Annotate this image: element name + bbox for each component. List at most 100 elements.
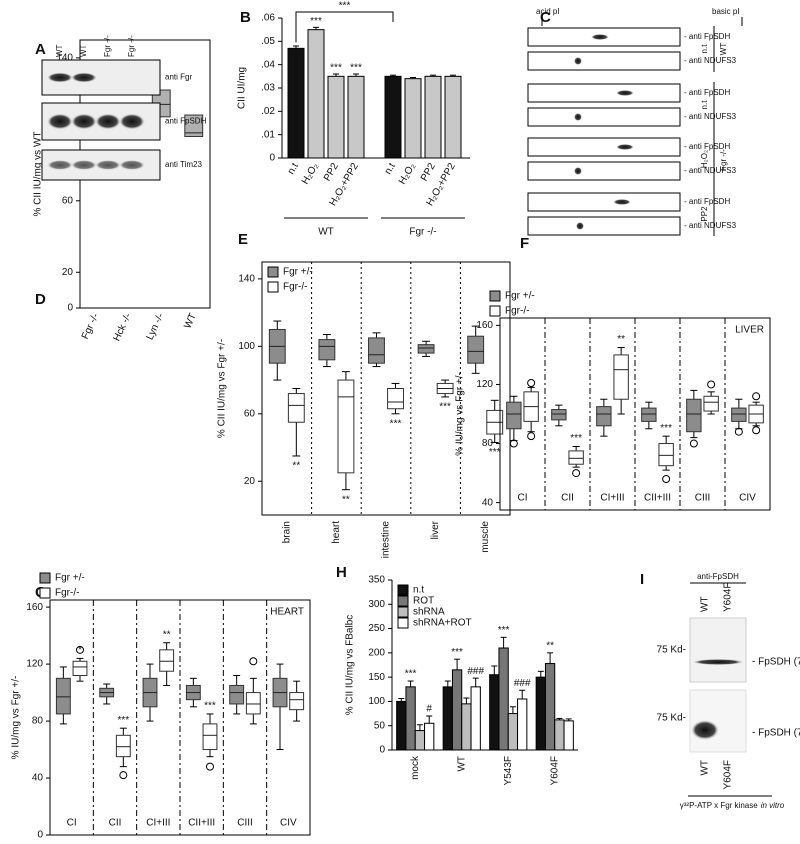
y-tick-label: 40 — [32, 773, 44, 784]
panel-label: H — [336, 564, 347, 581]
y-tick-label: 120 — [26, 659, 43, 670]
bar — [405, 686, 416, 751]
probe-label: - anti FpSDH — [684, 88, 730, 97]
bar — [424, 75, 442, 159]
x-tick-label: heart — [331, 521, 342, 544]
y-tick-label: 50 — [374, 720, 386, 731]
x-tick-label: PP2 — [322, 161, 341, 183]
bar — [396, 700, 407, 751]
legend-swatch — [397, 595, 409, 607]
bar — [404, 78, 422, 159]
box — [318, 339, 336, 361]
y-tick-label: .03 — [261, 83, 275, 94]
marker-label: 75 Kd- — [657, 645, 686, 656]
bar — [544, 663, 556, 751]
lane-label: Fgr -/- — [127, 35, 136, 57]
y-tick-label: 200 — [368, 647, 385, 658]
legend-label: ROT — [413, 596, 434, 607]
x-tick-label: CI+III — [146, 818, 170, 829]
significance: ### — [467, 666, 484, 677]
box — [596, 406, 612, 427]
bar — [470, 686, 481, 751]
significance: *** — [439, 402, 451, 413]
panel-label: C — [540, 9, 551, 26]
panel-label: D — [35, 291, 46, 308]
band — [47, 160, 73, 170]
box — [641, 407, 657, 422]
x-tick-label: H₂O₂ — [300, 161, 321, 186]
band — [119, 160, 145, 170]
bar — [461, 703, 472, 751]
probe-label: - anti NDUFS3 — [684, 166, 737, 175]
x-tick-label: brain — [281, 521, 292, 543]
significance: *** — [570, 433, 582, 444]
y-tick-label: 20 — [62, 267, 74, 278]
bar — [517, 698, 528, 751]
box — [551, 409, 567, 421]
legend-swatch — [397, 606, 409, 618]
band — [95, 113, 121, 130]
row-label: anti Fgr — [165, 73, 192, 82]
band-label: - FpSDH (70Kd) — [752, 657, 800, 668]
box — [467, 335, 485, 364]
box — [159, 649, 175, 672]
treatment-label: n.t — [700, 44, 709, 54]
outlier — [662, 474, 671, 483]
y-tick-label: 100 — [238, 341, 255, 352]
y-tick-label: 60 — [62, 195, 74, 206]
x-tick-label: CIII — [237, 818, 253, 829]
bar — [384, 75, 402, 159]
lane-label: WT — [700, 596, 711, 612]
x-tick-label: intestine — [381, 521, 392, 559]
significance: *** — [204, 701, 216, 712]
significance: ** — [546, 640, 554, 651]
spot — [613, 199, 631, 205]
significance: ** — [163, 629, 171, 640]
legend-label: shRNA+ROT — [413, 618, 472, 629]
y-tick-label: 160 — [476, 320, 493, 331]
group-label: Fgr -/- — [409, 227, 436, 238]
x-tick-label: Y604F — [549, 756, 560, 785]
probe-label: - anti NDUFS3 — [684, 56, 737, 65]
legend-swatch — [267, 281, 279, 293]
spot — [576, 222, 584, 230]
x-tick-label: Hck -/- — [111, 312, 133, 343]
outlier — [249, 657, 258, 666]
bar — [414, 730, 426, 751]
axis-end-label: acid pI — [536, 7, 560, 16]
band — [692, 659, 744, 665]
x-tick-label: WT — [182, 312, 199, 331]
band — [71, 113, 97, 130]
band-label: - FpSDH (70Kd) — [752, 728, 800, 739]
significance: *** — [330, 63, 342, 74]
probe-label: - anti FpSDH — [684, 142, 730, 151]
bar — [507, 713, 519, 751]
spot — [574, 113, 582, 121]
bar — [444, 75, 462, 159]
bar — [498, 647, 509, 751]
legend-swatch — [489, 290, 501, 302]
probe-label: - anti NDUFS3 — [684, 221, 737, 230]
y-tick-label: .05 — [261, 36, 275, 47]
y-tick-label: 140 — [56, 53, 73, 64]
outlier — [572, 469, 581, 478]
x-tick-label: CI — [67, 818, 77, 829]
group-label: WT — [318, 227, 334, 238]
panel-label: A — [35, 41, 46, 58]
y-tick-label: 140 — [238, 274, 255, 285]
bar — [451, 669, 463, 751]
outlier — [527, 432, 536, 441]
band — [71, 72, 97, 83]
legend-label: shRNA — [413, 607, 445, 618]
antibody-label: anti-FpSDH — [697, 572, 739, 581]
box — [184, 114, 204, 137]
significance: *** — [489, 447, 501, 458]
significance: *** — [390, 418, 402, 429]
blot-frame — [527, 137, 681, 157]
genotype-label: Fgr -/- — [719, 149, 728, 171]
y-tick-label: 60 — [244, 408, 256, 419]
significance: ** — [292, 461, 300, 472]
treatment-label: n.t — [700, 100, 709, 110]
lane-label: WT — [700, 760, 711, 776]
